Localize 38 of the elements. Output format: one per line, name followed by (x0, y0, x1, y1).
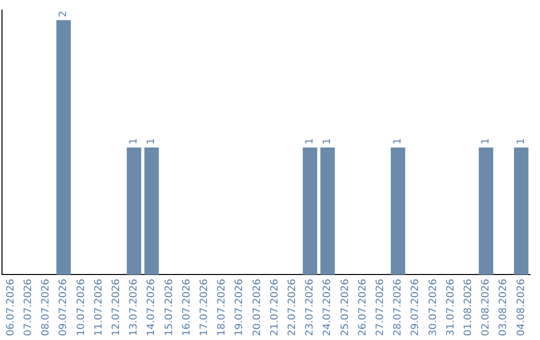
x-tick-label: 19.07.2026 (234, 278, 246, 336)
x-tick-label: 02.08.2026 (480, 278, 492, 336)
x-tick-label: 23.07.2026 (304, 278, 316, 336)
x-tick-label: 01.08.2026 (462, 278, 474, 336)
x-tick-label: 13.07.2026 (128, 278, 140, 336)
x-tick-label: 14.07.2026 (146, 278, 158, 336)
x-tick-label: 20.07.2026 (252, 278, 263, 336)
x-tick-label: 24.07.2026 (322, 278, 334, 336)
data-label: 1 (322, 138, 334, 144)
x-tick-label: 31.07.2026 (445, 278, 456, 336)
x-tick-label: 26.07.2026 (357, 278, 368, 336)
x-tick-label: 12.07.2026 (110, 278, 122, 336)
x-tick-label: 08.07.2026 (40, 278, 52, 336)
data-label: 1 (516, 138, 527, 144)
data-label: 1 (128, 138, 140, 144)
x-tick-label: 30.07.2026 (428, 278, 439, 336)
x-tick-label: 09.07.2026 (58, 278, 70, 336)
data-label: 1 (392, 138, 404, 144)
data-label: 1 (304, 138, 316, 144)
x-tick-label: 07.07.2026 (22, 278, 34, 336)
x-tick-label: 28.07.2026 (392, 278, 404, 336)
x-tick-label: 10.07.2026 (76, 278, 87, 336)
x-tick-label: 11.07.2026 (93, 278, 104, 336)
x-tick-label: 06.07.2026 (5, 278, 16, 336)
data-label: 1 (480, 138, 492, 144)
x-tick-label: 22.07.2026 (286, 278, 298, 336)
x-tick-label: 17.07.2026 (198, 278, 210, 336)
x-tick-label: 15.07.2026 (164, 278, 175, 336)
data-label: 2 (58, 10, 70, 18)
x-tick-label: 27.07.2026 (374, 278, 386, 336)
x-tick-label: 03.08.2026 (498, 278, 510, 336)
x-tick-label: 16.07.2026 (181, 278, 192, 336)
x-tick-label: 18.07.2026 (216, 278, 228, 336)
x-tick-label: 04.08.2026 (516, 278, 527, 336)
x-tick-label: 29.07.2026 (410, 278, 422, 336)
x-tick-label: 25.07.2026 (340, 278, 351, 336)
x-tick-label: 21.07.2026 (269, 278, 280, 336)
data-label: 1 (146, 138, 158, 144)
